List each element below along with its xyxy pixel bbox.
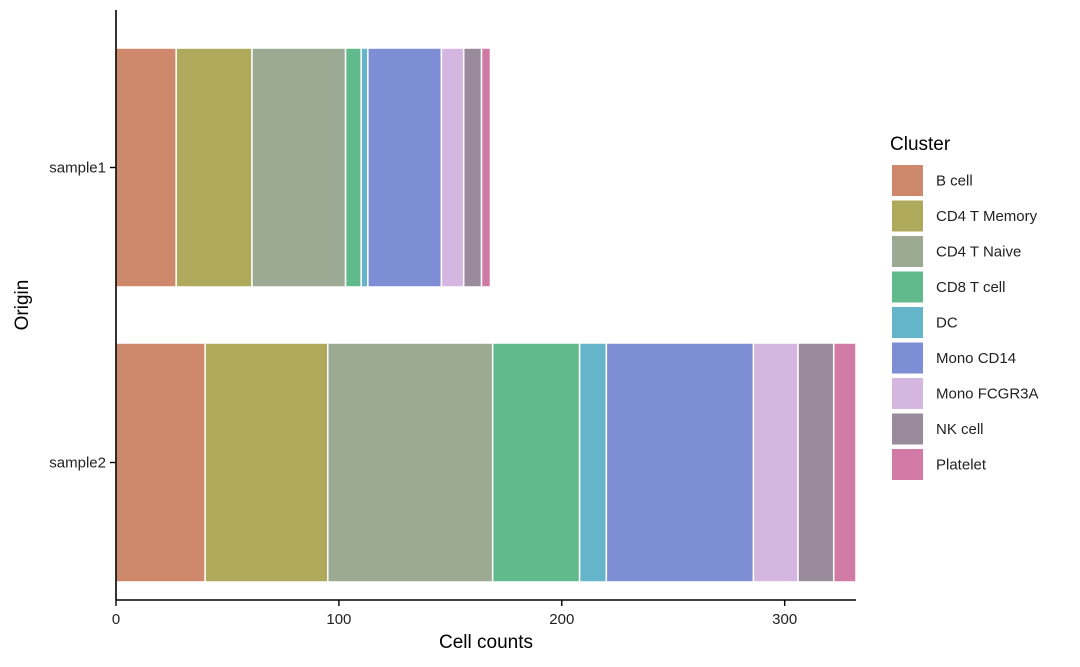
x-tick-label: 100 — [326, 611, 351, 628]
bar-sample2-cd4-t-naive — [326, 342, 494, 583]
bar-sample1-platelet — [480, 47, 492, 288]
x-axis-title: Cell counts — [439, 632, 533, 653]
bar-sample2-platelet — [832, 342, 857, 583]
y-tick-label: sample1 — [49, 160, 106, 177]
bar-sample1-mono-fcgr3a — [440, 47, 465, 288]
legend-key-mono-cd14 — [892, 342, 923, 374]
legend-key-dc — [892, 307, 923, 338]
bar-sample1-cd8-t-cell — [344, 47, 362, 288]
x-tick-label: 0 — [112, 611, 120, 628]
x-tick-label: 300 — [772, 611, 797, 628]
bar-sample1-cd4-t-memory — [175, 47, 253, 288]
bar-sample2-b-cell — [115, 342, 206, 583]
legend-key-cd4-t-memory — [892, 200, 923, 232]
bar-sample1-cd4-t-naive — [251, 47, 347, 288]
bar-sample2-mono-fcgr3a — [752, 342, 799, 583]
bars — [115, 47, 857, 583]
bar-sample1-nk-cell — [462, 47, 483, 288]
legend-key-cd4-t-naive — [892, 236, 923, 267]
bar-sample1-mono-cd14 — [367, 47, 443, 288]
bar-sample2-mono-cd14 — [605, 342, 755, 583]
y-tick-label: sample2 — [49, 455, 106, 472]
legend-key-b-cell — [892, 165, 923, 196]
legend-label: CD8 T cell — [936, 279, 1005, 296]
x-tick-label: 200 — [549, 611, 574, 628]
legend-label: Mono FCGR3A — [936, 386, 1039, 403]
bar-sample2-cd8-t-cell — [491, 342, 581, 583]
y-ticks: sample1 sample2 — [49, 160, 116, 472]
legend-label: CD4 T Naive — [936, 244, 1021, 261]
bar-sample1-dc — [360, 47, 369, 288]
legend-key-platelet — [892, 449, 923, 480]
bar-sample2-dc — [578, 342, 608, 583]
legend-label: CD4 T Memory — [936, 208, 1038, 225]
legend-label: B cell — [936, 173, 973, 190]
bar-sample2-cd4-t-memory — [204, 342, 329, 583]
y-axis-title: Origin — [12, 280, 33, 331]
legend-label: Mono CD14 — [936, 350, 1016, 367]
bar-sample1-b-cell — [115, 47, 177, 288]
legend-key-mono-fcgr3a — [892, 378, 923, 409]
x-ticks: 0 100 200 300 — [112, 600, 797, 628]
legend-key-nk-cell — [892, 413, 923, 445]
bar-sample2-nk-cell — [797, 342, 835, 583]
axes — [115, 10, 856, 601]
legend-label: NK cell — [936, 421, 984, 438]
legend-key-cd8-t-cell — [892, 271, 923, 303]
legend-label: DC — [936, 315, 958, 332]
legend-label: Platelet — [936, 457, 987, 474]
legend-title: Cluster — [890, 134, 951, 155]
legend: B cell CD4 T Memory CD4 T Naive CD8 T cell D… — [892, 165, 1039, 480]
